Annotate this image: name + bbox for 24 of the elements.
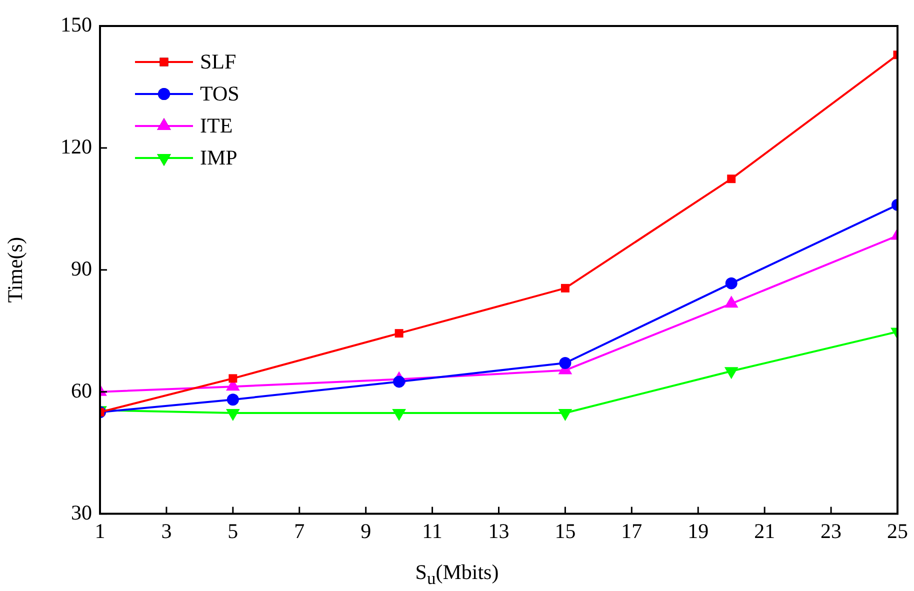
y-tick-label: 90: [71, 256, 92, 280]
x-tick-label: 19: [688, 518, 709, 543]
x-tick-label: 25: [887, 518, 908, 543]
x-tick-label: 7: [294, 518, 305, 543]
x-tick-label: 1: [94, 518, 106, 543]
x-tick-label: 23: [820, 518, 842, 543]
x-tick-label: 5: [228, 518, 238, 543]
y-tick-label: 120: [60, 134, 92, 158]
legend-label: TOS: [200, 82, 240, 106]
x-tick-label: 17: [621, 518, 642, 543]
y-axis-title: Time(s): [3, 237, 28, 303]
y-tick-label: 30: [71, 500, 92, 524]
x-tick-label: 15: [554, 518, 576, 543]
y-tick-label: 60: [71, 378, 92, 402]
y-tick-label: 150: [60, 12, 92, 37]
x-axis-title: S$_{u}$(Mbits): [414, 560, 500, 590]
legend-label: IMP: [200, 146, 238, 170]
legend-label: ITE: [200, 114, 233, 138]
x-tick-label: 9: [360, 518, 372, 543]
x-tick-label: 21: [754, 518, 776, 543]
x-tick-label: 3: [161, 518, 172, 543]
legend-label: SLF: [200, 50, 236, 74]
x-tick-label: 11: [422, 518, 442, 543]
x-tick-label: 13: [488, 518, 510, 543]
